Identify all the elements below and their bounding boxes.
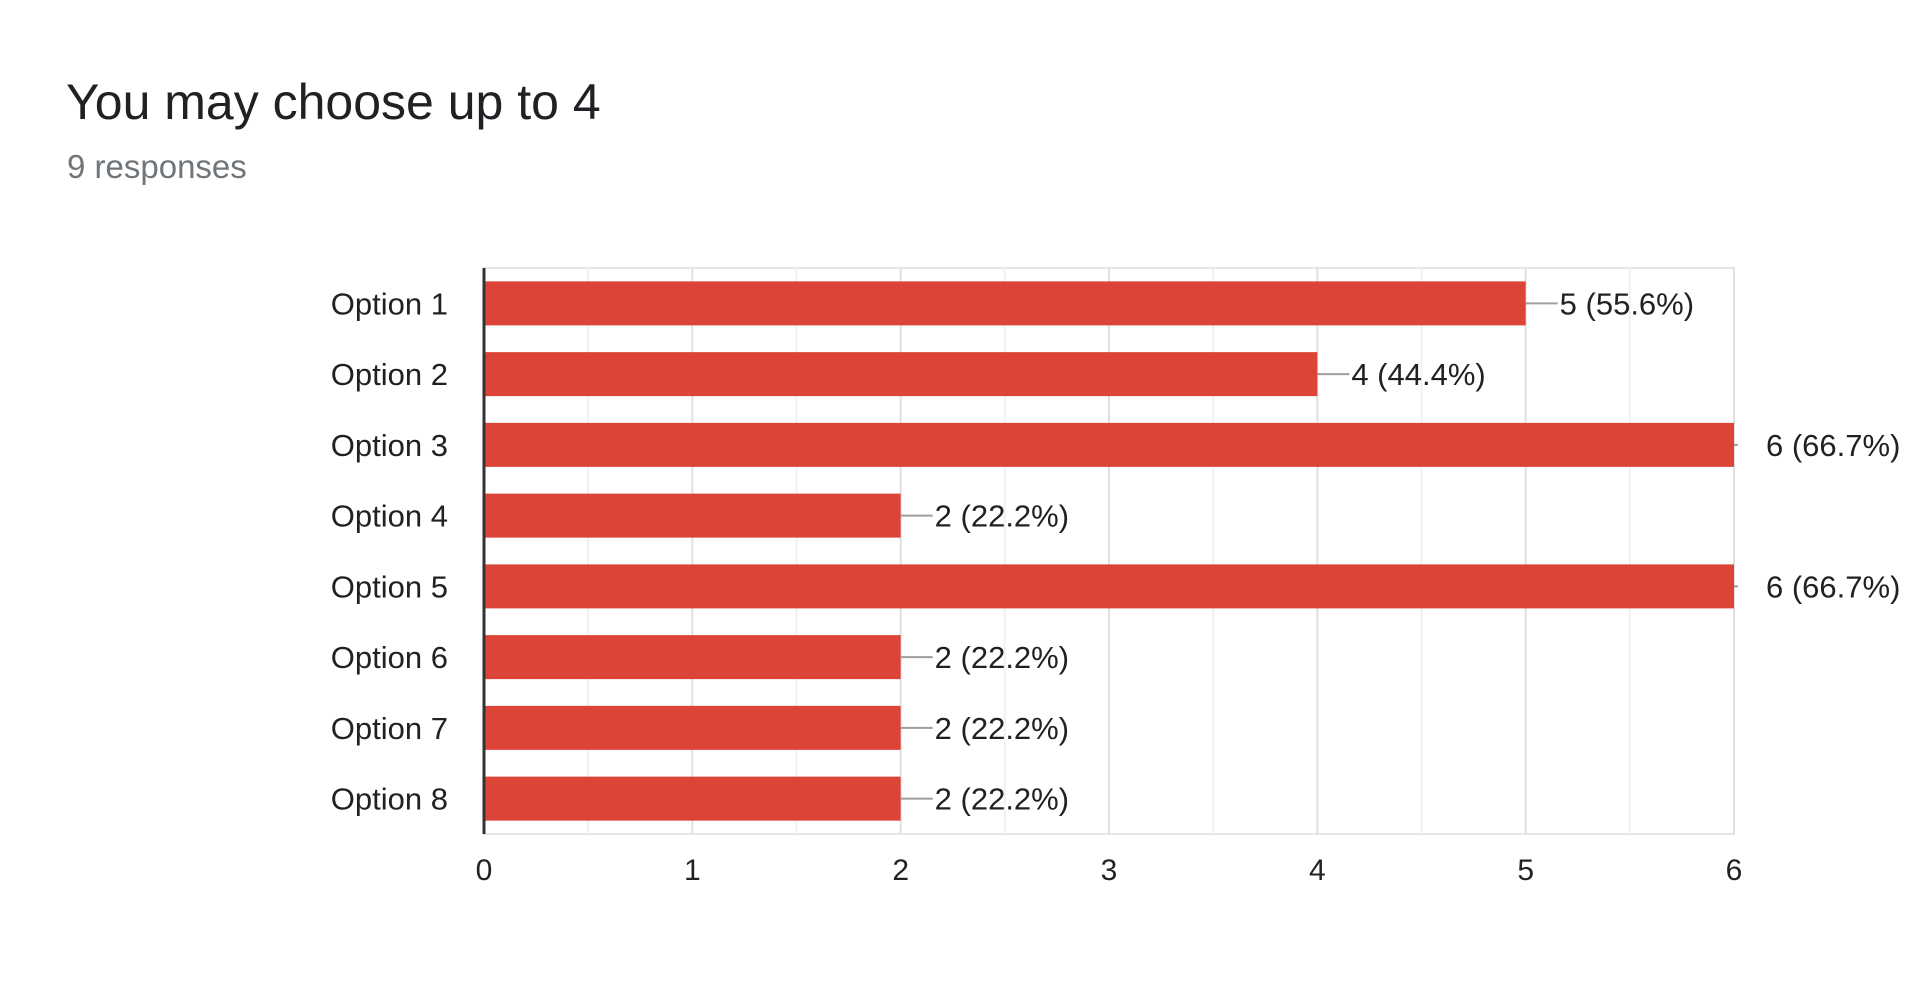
- x-tick-label: 1: [684, 854, 701, 887]
- data-label: 2 (22.2%): [935, 499, 1069, 534]
- x-tick-label: 6: [1726, 854, 1743, 887]
- bar: [484, 635, 901, 680]
- bar: [484, 352, 1318, 397]
- x-tick-label: 3: [1101, 854, 1118, 887]
- x-tick-label: 4: [1309, 854, 1326, 887]
- bar: [484, 705, 901, 750]
- x-tick-label: 2: [892, 854, 909, 887]
- response-count: 9 responses: [67, 148, 247, 185]
- data-label: 2 (22.2%): [935, 640, 1069, 675]
- category-label: Option 7: [331, 711, 448, 746]
- category-label: Option 5: [331, 569, 448, 604]
- bar: [484, 564, 1734, 609]
- category-label: Option 8: [331, 782, 448, 817]
- question-title: You may choose up to 4: [66, 74, 601, 130]
- data-label: 4 (44.4%): [1351, 357, 1485, 392]
- data-label: 5 (55.6%): [1560, 286, 1694, 321]
- x-tick-label: 0: [476, 854, 493, 887]
- x-tick-label: 5: [1517, 854, 1534, 887]
- bar: [484, 281, 1526, 326]
- data-label: 6 (66.7%): [1766, 569, 1900, 604]
- bar: [484, 493, 901, 538]
- category-label: Option 6: [331, 640, 448, 675]
- category-label: Option 2: [331, 357, 448, 392]
- data-label: 6 (66.7%): [1766, 428, 1900, 463]
- category-label: Option 1: [331, 286, 448, 321]
- bar: [484, 776, 901, 821]
- category-label: Option 4: [331, 499, 448, 534]
- bar: [484, 422, 1734, 467]
- category-label: Option 3: [331, 428, 448, 463]
- data-label: 2 (22.2%): [935, 782, 1069, 817]
- data-label: 2 (22.2%): [935, 711, 1069, 746]
